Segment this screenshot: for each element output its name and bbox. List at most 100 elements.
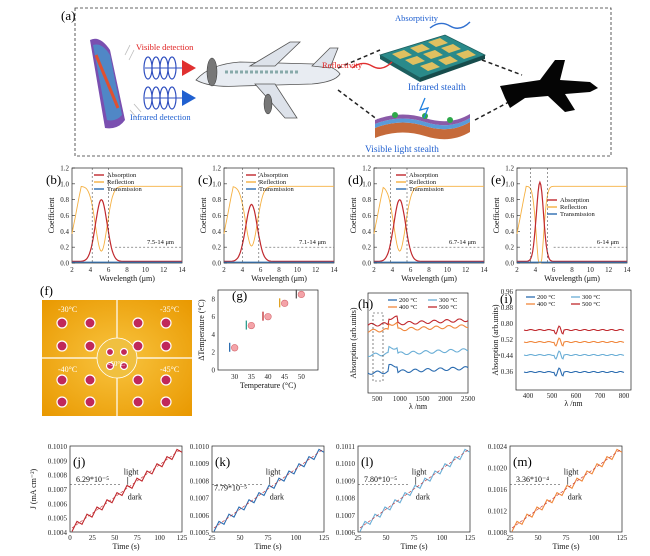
- reflectivity-wave-icon: [351, 61, 393, 69]
- y-tick-label: 0.1005: [48, 515, 68, 523]
- legend-label: Absorption: [409, 172, 439, 179]
- y-tick-label: 0.1016: [488, 486, 508, 494]
- y-tick-label: 0.6: [505, 212, 514, 220]
- y-tick-label: 0.1010: [48, 443, 68, 451]
- legend-label: 300 °C: [582, 294, 600, 301]
- light-label: light: [412, 467, 427, 476]
- thermal-spot: [119, 361, 129, 371]
- series-reflection: [373, 185, 484, 252]
- series-reflection: [223, 185, 334, 247]
- panel-label: (c): [198, 172, 212, 187]
- y-tick-label: 1.2: [505, 165, 514, 173]
- y-axis-label: Coefficient: [349, 197, 358, 234]
- temp-label-center: -50°C: [108, 360, 125, 368]
- y-tick-label: 1.0: [212, 180, 221, 188]
- y-tick-label: 0.1007: [48, 486, 68, 494]
- panel-g: (g) 30 35 40 45 50 0 2 4 6 8 Temperature (°C) ΔTempe…: [197, 288, 319, 390]
- detection-waves-icon: [143, 56, 196, 110]
- x-axis-label: Wavelength (μm): [544, 274, 600, 283]
- series-0: [523, 367, 625, 377]
- legend-label: 200 °C: [399, 297, 417, 304]
- legend-label: 400 °C: [399, 304, 417, 311]
- x-tick-label: 30: [231, 373, 239, 381]
- y-tick-label: 0.1010: [336, 460, 356, 468]
- thermal-spot: [132, 396, 144, 408]
- x-tick-label: 100: [154, 534, 165, 542]
- data-point: [247, 321, 255, 330]
- x-tick-label: 14: [331, 266, 339, 274]
- y-tick-label: 0.1012: [488, 508, 508, 516]
- x-tick-label: 1500: [416, 395, 431, 403]
- legend-label: 200 °C: [537, 294, 555, 301]
- y-tick-label: 0.2: [505, 244, 514, 252]
- y-axis-label: J (mA cm⁻²): [29, 468, 38, 509]
- y-tick-label: 1.0: [505, 180, 514, 188]
- legend-label: 400 °C: [537, 301, 555, 308]
- x-tick-label: 45: [281, 373, 289, 381]
- panel-label: (d): [348, 172, 363, 187]
- y-tick-label: 1.0: [60, 180, 69, 188]
- panel-label: (l): [361, 454, 373, 469]
- y-tick-label: 0.8: [212, 196, 221, 204]
- legend-label: Transmission: [409, 186, 445, 193]
- y-tick-label: 0.2: [60, 244, 69, 252]
- rate-annotation: 7.80*10⁻⁵: [364, 475, 397, 484]
- x-tick-label: 800: [619, 392, 630, 400]
- center-spot: [96, 337, 138, 379]
- light-label: light: [124, 467, 139, 476]
- legend-label: 500 °C: [582, 301, 600, 308]
- x-tick-label: 6: [107, 266, 111, 274]
- x-tick-label: 25: [209, 534, 217, 542]
- absorptivity-wave-icon: [429, 21, 471, 29]
- series-reflection: [71, 185, 182, 252]
- x-tick-label: 25: [355, 534, 363, 542]
- fighter-jet-silhouette-icon: [500, 60, 598, 112]
- airplane-icon: [195, 41, 341, 119]
- dark-label: dark: [270, 492, 284, 501]
- x-tick-label: 75: [134, 534, 142, 542]
- light-label: light: [564, 467, 579, 476]
- temp-label-bl: -40°C: [58, 365, 77, 374]
- y-axis-label: Absorption (arb.units): [349, 307, 358, 378]
- y-tick-label: 0.44: [501, 352, 514, 360]
- thermal-spot: [56, 317, 68, 329]
- y-tick-label: 0.1005: [190, 529, 210, 537]
- panel-label: (j): [73, 454, 85, 469]
- y-tick-label: 0.1006: [48, 500, 68, 508]
- y-tick-label: 0.8: [362, 196, 371, 204]
- y-tick-label: 0.6: [212, 212, 221, 220]
- x-tick-label: 12: [312, 266, 320, 274]
- y-tick-label: 0.8: [505, 196, 514, 204]
- current-chart-0: (j) 0.1010 0.1009 0.1008 0.1007 0.1006 0.1005 0…: [29, 443, 188, 551]
- spectrum-chart-3: (e) 0.0 0.2 0.4 0.6 0.8 1.0 1.2 2 4 6 8 10 12 14 Wavele…: [491, 165, 631, 284]
- x-tick-label: 50: [237, 534, 245, 542]
- x-tick-label: 125: [465, 534, 476, 542]
- panel-label: (k): [215, 454, 230, 469]
- y-tick-label: 0.2: [212, 244, 221, 252]
- metasurface-icon: [379, 34, 487, 82]
- x-tick-label: 2000: [438, 395, 453, 403]
- fit-line: [71, 449, 181, 529]
- series-1: [523, 350, 625, 360]
- x-tick-label: 1000: [393, 395, 408, 403]
- series-0: [367, 363, 469, 375]
- thermal-spot: [160, 396, 172, 408]
- panel-a-label: (a): [61, 8, 75, 23]
- x-tick-label: 2: [372, 266, 376, 274]
- plot-frame: [509, 445, 623, 533]
- y-tick-label: 0.4: [505, 228, 514, 236]
- y-tick-label: 0.0: [505, 260, 514, 268]
- thermal-spot: [132, 340, 144, 352]
- dark-label: dark: [416, 492, 430, 501]
- x-tick-label: 125: [177, 534, 188, 542]
- temp-label-br: -45°C: [160, 365, 179, 374]
- data-point: [231, 344, 239, 352]
- x-axis-label: Time (s): [552, 542, 579, 551]
- visible-detection-label: Visible detection: [136, 42, 194, 52]
- y-tick-label: 6: [212, 313, 216, 321]
- x-tick-label: 4: [534, 266, 538, 274]
- y-tick-label: 0.8: [60, 196, 69, 204]
- x-tick-label: 100: [437, 534, 448, 542]
- x-tick-label: 50: [535, 534, 543, 542]
